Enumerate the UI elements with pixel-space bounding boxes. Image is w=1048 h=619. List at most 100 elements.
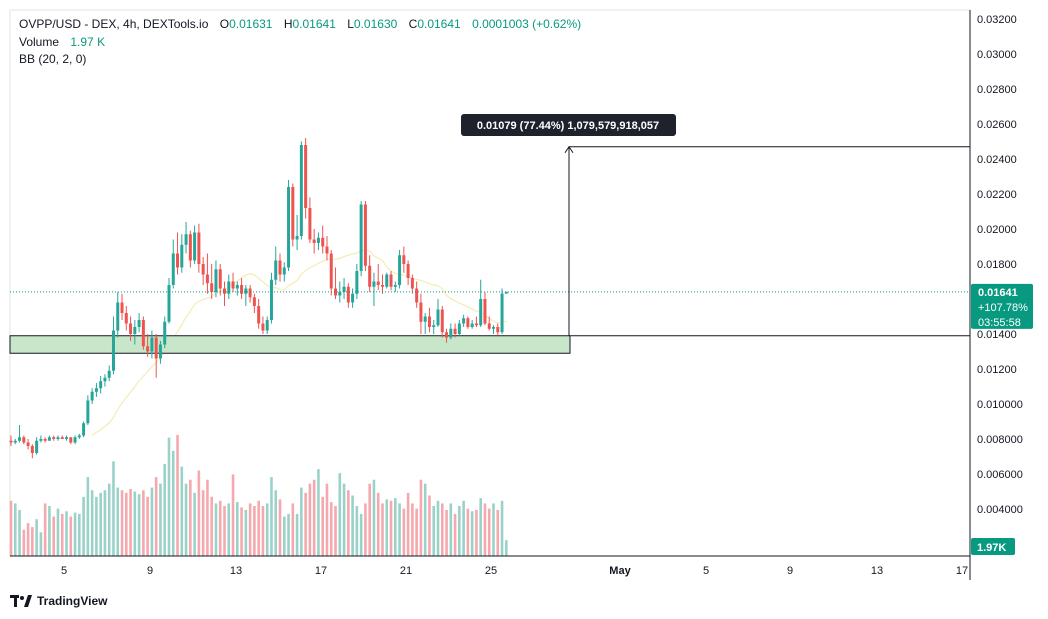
candle-body [406, 264, 410, 278]
candle-body [167, 285, 171, 322]
volume-tag-label: 1.97K [977, 542, 1006, 554]
legend-main: OVPP/USD - DEX, 4h, DEXTools.io O0.01631… [19, 17, 581, 31]
volume-bar [227, 503, 231, 556]
candle [171, 239, 175, 289]
x-tick-label: 9 [147, 565, 153, 577]
candle [385, 272, 389, 289]
candle [363, 201, 367, 271]
y-tick-label: 0.004000 [977, 504, 1023, 516]
candle-body [146, 346, 150, 352]
candle-body [504, 291, 508, 294]
candle-body [214, 269, 218, 292]
candle [60, 435, 64, 439]
volume-bar [398, 503, 401, 556]
volume-bar [39, 532, 43, 556]
volume-label: Volume [19, 35, 60, 49]
candle-body [363, 204, 367, 266]
volume-bar [428, 495, 431, 556]
candle-body [39, 439, 43, 441]
candle-body [99, 381, 103, 389]
candle-body [176, 253, 180, 268]
volume-bar [197, 470, 201, 556]
candle-body [163, 321, 167, 345]
volume-bar [78, 513, 81, 556]
volume-bar [338, 473, 342, 556]
candle [35, 437, 39, 455]
candle [26, 439, 30, 450]
candle [492, 325, 496, 334]
volume-bar [265, 503, 269, 556]
volume-bar [359, 513, 363, 556]
volume-bar [223, 506, 226, 556]
volume-bar [458, 506, 461, 556]
candle [218, 264, 222, 296]
volume-bar [500, 500, 504, 556]
volume-bar [218, 500, 222, 556]
candle [299, 141, 303, 240]
volume-bar [18, 509, 21, 556]
tradingview-logo[interactable]: TradingView [10, 594, 107, 608]
candle [504, 291, 508, 294]
volume-bar [287, 513, 290, 556]
candle [308, 197, 312, 243]
volume-bar [402, 508, 406, 556]
candle [103, 374, 107, 387]
x-tick-label: 5 [61, 565, 67, 577]
candle [325, 236, 329, 261]
candle-body [269, 279, 273, 320]
candle-body [73, 437, 77, 443]
volume-bar [13, 503, 17, 556]
high-value: 0.01641 [292, 17, 336, 31]
y-tick-label: 0.02200 [977, 189, 1017, 201]
volume-bar [150, 487, 154, 556]
candle-body [133, 327, 137, 334]
candle [65, 435, 69, 441]
volume-bar [201, 490, 205, 556]
candle-body [261, 323, 265, 331]
candle [69, 437, 73, 445]
candle-body [223, 288, 226, 294]
candle-body [231, 281, 235, 289]
candle-body [197, 232, 201, 264]
volume-bar [48, 506, 51, 556]
candle-body [137, 320, 141, 327]
y-tick-label: 0.006000 [977, 469, 1023, 481]
volume-bar [385, 499, 389, 556]
candle-body [201, 264, 205, 275]
volume-bar [479, 498, 482, 556]
candle [304, 138, 308, 219]
volume-bar [240, 507, 243, 556]
candle-body [244, 288, 248, 294]
candle-body [124, 313, 128, 324]
candle [295, 215, 299, 250]
price-tag-box [971, 283, 1033, 329]
bb-label: BB (20, 2, 0) [19, 52, 87, 66]
volume-bar [9, 500, 13, 556]
candle [269, 272, 273, 324]
candle-body [65, 437, 69, 439]
candle [129, 316, 133, 341]
candle-body [329, 253, 333, 289]
candle-body [150, 337, 154, 352]
volume-bar [129, 488, 132, 556]
candle [180, 234, 184, 273]
legend-bb: BB (20, 2, 0) [19, 52, 86, 66]
volume-bar [31, 527, 34, 556]
candle-body [368, 265, 372, 287]
candle-body [184, 234, 188, 245]
candle-body [457, 323, 461, 334]
candle [291, 183, 295, 247]
candle [287, 180, 291, 271]
candle [227, 274, 231, 299]
candle [257, 299, 261, 329]
support-zone [9, 335, 970, 354]
candle-body [487, 323, 491, 329]
volume-bar [95, 496, 98, 556]
candle-body [158, 344, 162, 359]
volume-bar [193, 492, 196, 556]
candle-body [372, 281, 376, 287]
y-tick-label: 0.03200 [977, 14, 1017, 26]
candle-body [77, 435, 81, 438]
support-zone-rect [9, 335, 571, 354]
